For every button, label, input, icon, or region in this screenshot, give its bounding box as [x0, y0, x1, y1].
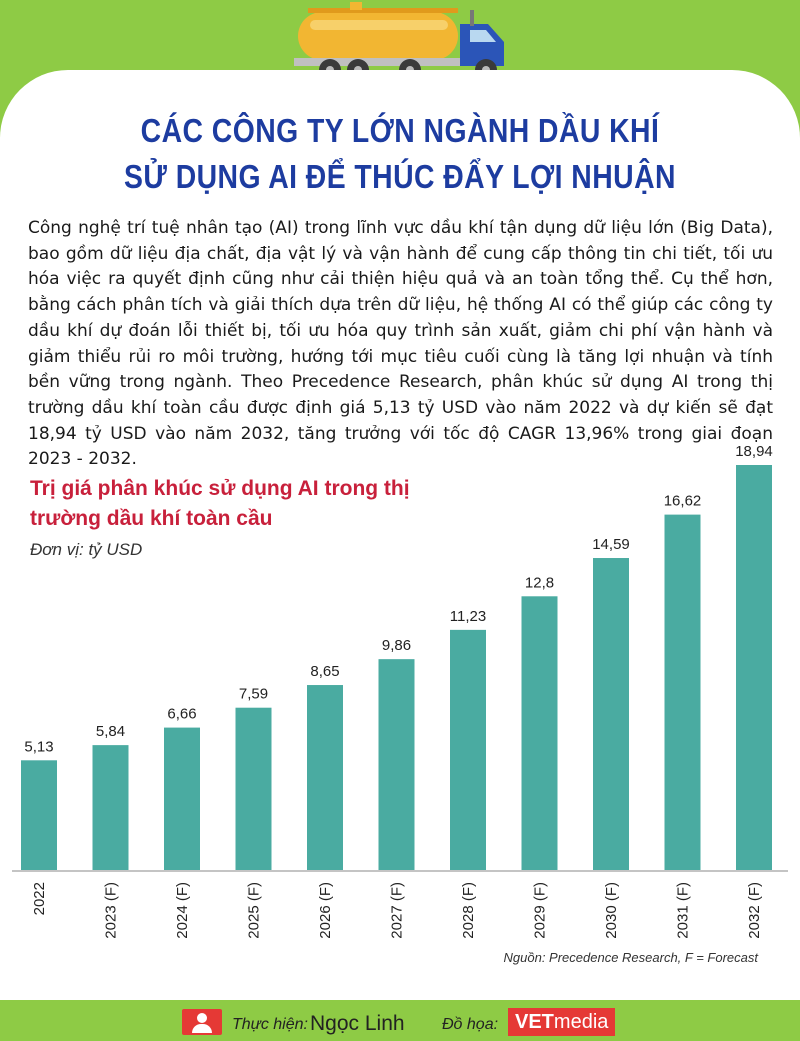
category-label: 2031 (F) — [675, 882, 692, 939]
author-label: Thực hiện: — [232, 1016, 308, 1033]
author-icon — [182, 1009, 222, 1035]
vetmedia-logo: VETmedia — [508, 1008, 616, 1036]
category-label: 2026 (F) — [317, 882, 334, 939]
category-label: 2030 (F) — [603, 882, 620, 939]
bar-2023-f — [92, 745, 129, 870]
value-label: 14,59 — [592, 536, 630, 553]
bar-2027-f — [378, 659, 415, 870]
category-label: 2023 (F) — [103, 882, 120, 939]
bar-2026-f — [307, 685, 343, 870]
page-title: CÁC CÔNG TY LỚN NGÀNH DẦU KHÍ SỬ DỤNG AI… — [56, 108, 744, 200]
logo-rest: media — [553, 1011, 609, 1033]
value-label: 7,59 — [239, 686, 268, 703]
value-label: 12,8 — [525, 574, 554, 591]
value-label: 5,84 — [96, 723, 125, 740]
category-label: 2028 (F) — [460, 882, 477, 939]
value-label: 18,94 — [735, 443, 773, 460]
value-label: 11,23 — [450, 608, 486, 625]
bar-2032-f — [736, 465, 772, 870]
category-label: 2024 (F) — [174, 882, 191, 939]
page-title-line-1: CÁC CÔNG TY LỚN NGÀNH DẦU KHÍ — [140, 112, 660, 149]
value-label: 5,13 — [24, 738, 53, 755]
category-label: 2029 (F) — [532, 882, 549, 939]
value-label: 6,66 — [167, 706, 196, 723]
graphics-label: Đồ họa: — [442, 1016, 499, 1033]
category-label: 2025 (F) — [246, 882, 263, 939]
bar-2028-f — [450, 629, 486, 870]
chart-unit: Đơn vị: tỷ USD — [30, 540, 143, 559]
footer: Thực hiện: Ngọc Linh Đồ họa: VETmedia — [0, 1000, 800, 1041]
bar-2024-f — [164, 727, 200, 870]
source-note: Nguồn: Precedence Research, F = Forecast — [503, 950, 758, 965]
category-label: 2022 — [31, 882, 48, 915]
chart-title: Trị giá phân khúc sử dụng AI trong thị t… — [30, 477, 410, 530]
value-label: 8,65 — [310, 663, 339, 680]
bar-2030-f — [593, 558, 629, 870]
category-label: 2032 (F) — [746, 882, 763, 939]
page-title-line-2: SỬ DỤNG AI ĐỂ THÚC ĐẨY LỢI NHUẬN — [124, 158, 676, 195]
intro-paragraph: Công nghệ trí tuệ nhân tạo (AI) trong lĩ… — [28, 218, 773, 470]
value-label: 9,86 — [382, 637, 411, 654]
bar-2029-f — [521, 596, 558, 870]
bar-chart: 5,13 2022 5,84 2023 (F) 6,66 2024 (F) 7,59 2025… — [12, 443, 788, 939]
bar-2031-f — [664, 514, 701, 870]
bar-2022 — [21, 760, 57, 870]
value-label: 16,62 — [664, 493, 702, 510]
category-label: 2027 (F) — [389, 882, 406, 939]
bar-2025-f — [235, 707, 272, 870]
logo-bold: VET — [515, 1011, 554, 1033]
author-name: Ngọc Linh — [310, 1012, 405, 1035]
